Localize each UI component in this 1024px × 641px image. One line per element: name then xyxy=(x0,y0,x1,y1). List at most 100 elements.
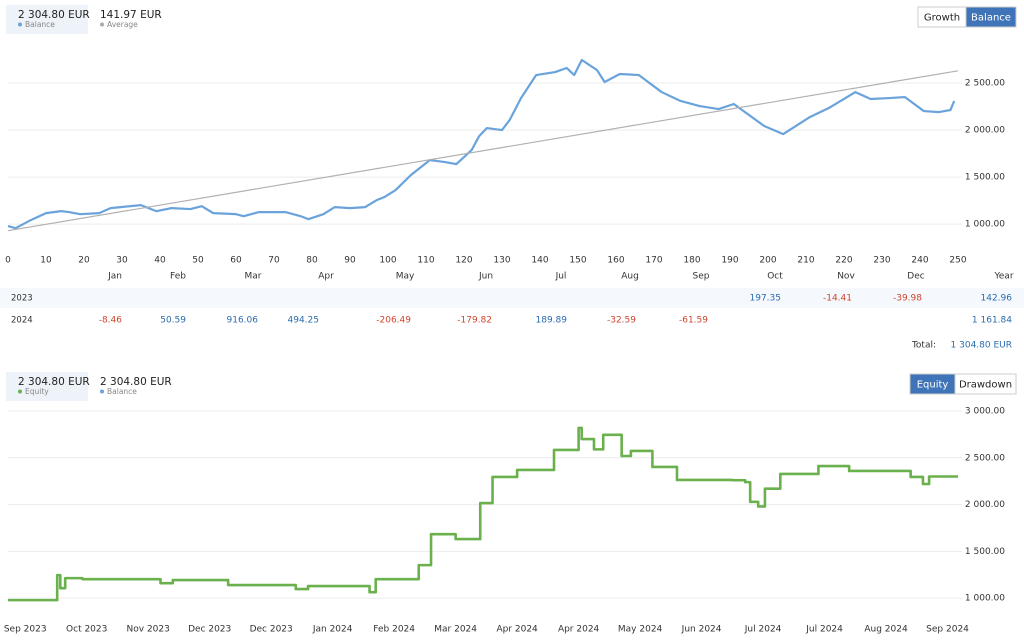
x-tick-label: Jul 2024 xyxy=(744,625,782,635)
column-header: Year xyxy=(993,272,1013,282)
toggle-button-label[interactable]: Equity xyxy=(917,380,949,391)
y-tick-label: 2 500.00 xyxy=(965,79,1005,89)
x-tick-label: 120 xyxy=(455,256,472,266)
table-cell: 197.35 xyxy=(750,294,782,304)
x-tick-label: May 2024 xyxy=(618,625,663,635)
x-tick-label: 60 xyxy=(230,256,242,266)
series-line xyxy=(8,426,958,602)
y-tick-label: 2 500.00 xyxy=(965,453,1005,463)
x-tick-label: Jan 2024 xyxy=(312,625,353,635)
table-cell: -61.59 xyxy=(679,316,708,326)
column-header: Oct xyxy=(767,272,783,282)
x-tick-label: Jul 2024 xyxy=(805,625,843,635)
column-header: Nov xyxy=(837,272,855,282)
column-header: Apr xyxy=(318,272,334,282)
toggle-button-label[interactable]: Balance xyxy=(971,13,1011,24)
total-label: Total: xyxy=(911,341,936,351)
table-cell: -32.59 xyxy=(607,316,636,326)
column-header: Mar xyxy=(245,272,262,282)
x-tick-label: 20 xyxy=(78,256,90,266)
table-cell: -8.46 xyxy=(99,316,123,326)
x-tick-label: Aug 2024 xyxy=(864,625,908,635)
x-tick-label: Apr 2024 xyxy=(496,625,538,635)
x-tick-label: Mar 2024 xyxy=(434,625,477,635)
x-tick-label: 90 xyxy=(344,256,356,266)
legend-dot xyxy=(100,389,104,394)
x-tick-label: Feb 2024 xyxy=(373,625,415,635)
table-cell: 1 161.84 xyxy=(972,316,1012,326)
toggle-button[interactable] xyxy=(965,6,1017,28)
legend-dot xyxy=(18,22,22,27)
y-tick-label: 1 000.00 xyxy=(965,220,1005,230)
x-tick-label: Sep 2024 xyxy=(926,625,969,635)
x-tick-label: 150 xyxy=(569,256,586,266)
table-cell: 494.25 xyxy=(288,316,320,326)
x-tick-label: 250 xyxy=(949,256,966,266)
column-header: Jul xyxy=(555,272,567,282)
x-tick-label: 30 xyxy=(116,256,128,266)
toggle-button[interactable] xyxy=(954,373,1017,395)
x-tick-label: Dec 2023 xyxy=(188,625,231,635)
y-tick-label: 1 500.00 xyxy=(965,547,1005,557)
x-tick-label: 130 xyxy=(493,256,510,266)
row-band xyxy=(0,288,1024,308)
x-tick-label: 10 xyxy=(40,256,52,266)
x-tick-label: 210 xyxy=(797,256,814,266)
legend-value: 2 304.80 EUR xyxy=(18,376,90,388)
legend-name: Equity xyxy=(25,387,49,396)
x-tick-label: Nov 2023 xyxy=(127,625,170,635)
x-tick-label: 240 xyxy=(911,256,928,266)
row-year: 2023 xyxy=(11,294,33,304)
y-tick-label: 2 000.00 xyxy=(965,126,1005,136)
legend-name: Balance xyxy=(25,20,55,29)
table-cell: 189.89 xyxy=(536,316,568,326)
legend-box xyxy=(6,5,88,34)
total-value: 1 304.80 EUR xyxy=(951,341,1012,351)
column-header: Aug xyxy=(621,272,639,282)
legend-value: 2 304.80 EUR xyxy=(18,9,90,21)
x-tick-label: 50 xyxy=(192,256,204,266)
legend-name: Balance xyxy=(107,387,137,396)
legend-dot xyxy=(18,389,22,394)
y-tick-label: 1 000.00 xyxy=(965,594,1005,604)
table-cell: 50.59 xyxy=(160,316,186,326)
y-tick-label: 3 000.00 xyxy=(965,407,1005,417)
toggle-button-label[interactable]: Drawdown xyxy=(959,380,1012,391)
x-tick-label: 40 xyxy=(154,256,166,266)
x-tick-label: 80 xyxy=(306,256,318,266)
x-tick-label: 190 xyxy=(721,256,738,266)
column-header: Jun xyxy=(478,272,493,282)
y-tick-label: 1 500.00 xyxy=(965,173,1005,183)
column-header: May xyxy=(396,272,415,282)
x-tick-label: 160 xyxy=(607,256,624,266)
legend-box xyxy=(6,372,88,401)
column-header: Jan xyxy=(107,272,122,282)
x-tick-label: Sep 2023 xyxy=(4,625,47,635)
legend-value: 141.97 EUR xyxy=(100,9,162,21)
x-tick-label: Apr 2024 xyxy=(558,625,600,635)
table-cell: -39.98 xyxy=(893,294,922,304)
legend-value: 2 304.80 EUR xyxy=(100,376,172,388)
y-tick-label: 2 000.00 xyxy=(965,500,1005,510)
table-cell: 142.96 xyxy=(981,294,1013,304)
x-tick-label: 170 xyxy=(645,256,662,266)
table-cell: -206.49 xyxy=(376,316,411,326)
table-cell: -14.41 xyxy=(823,294,852,304)
toggle-button-label[interactable]: Growth xyxy=(924,13,960,24)
column-header: Dec xyxy=(907,272,924,282)
table-cell: 916.06 xyxy=(227,316,259,326)
x-tick-label: 140 xyxy=(531,256,548,266)
column-header: Sep xyxy=(693,272,710,282)
x-tick-label: Oct 2023 xyxy=(66,625,107,635)
x-tick-label: 180 xyxy=(683,256,700,266)
table-cell: -179.82 xyxy=(457,316,492,326)
column-header: Feb xyxy=(170,272,186,282)
x-tick-label: 0 xyxy=(5,256,11,266)
x-tick-label: 220 xyxy=(835,256,852,266)
series-line xyxy=(7,58,956,230)
legend-dot xyxy=(100,22,104,27)
x-tick-label: 70 xyxy=(268,256,280,266)
x-tick-label: 110 xyxy=(417,256,434,266)
